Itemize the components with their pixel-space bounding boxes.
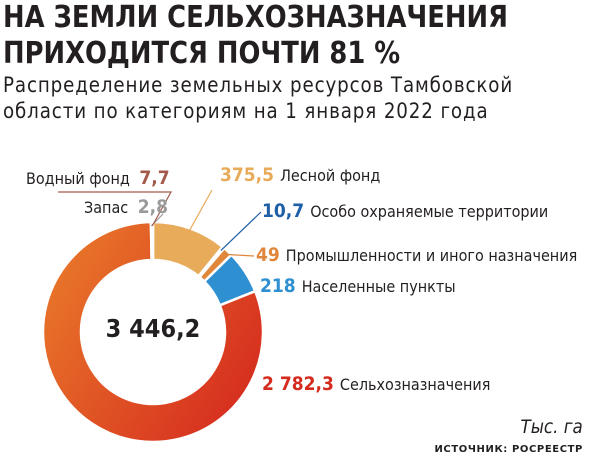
label-water-fund-value: 7,7 xyxy=(139,167,170,189)
label-agricultural: 2 782,3 Сельхозназначения xyxy=(262,374,490,395)
chart-title-line2: ПРИХОДИТСЯ ПОЧТИ 81 % xyxy=(3,36,401,71)
leader-line xyxy=(58,191,173,227)
label-industry-value: 49 xyxy=(256,244,280,266)
slice-водный-фонд xyxy=(150,220,155,262)
label-settlements-value: 218 xyxy=(260,275,296,297)
leader-line xyxy=(225,253,255,257)
leader-line xyxy=(188,189,213,233)
label-agricultural-value: 2 782,3 xyxy=(262,373,334,395)
label-forest-fund-value: 375,5 xyxy=(220,164,275,186)
label-reserve-name: Запас xyxy=(84,198,129,217)
label-protected-value: 10,7 xyxy=(262,200,305,222)
total-value: 3 446,2 xyxy=(105,314,201,343)
label-reserve: Запас 2,8 xyxy=(84,197,168,218)
chart-subtitle: Распределение земельных ресурсов Тамбовс… xyxy=(3,72,513,124)
label-protected-name: Особо охраняемые территории xyxy=(310,202,549,221)
label-forest-fund-name: Лесной фонд xyxy=(280,166,381,185)
label-reserve-value: 2,8 xyxy=(137,196,169,218)
chart-title-line1: НА ЗЕМЛИ СЕЛЬХОЗНАЗНАЧЕНИЯ xyxy=(3,0,508,35)
leader-line xyxy=(220,211,262,251)
chart-subtitle-line1: Распределение земельных ресурсов Тамбовс… xyxy=(3,73,514,97)
label-agricultural-name: Сельхозназначения xyxy=(339,375,491,394)
label-protected: 10,7 Особо охраняемые территории xyxy=(262,201,548,222)
unit-label: Тыс. га xyxy=(520,416,583,438)
label-water-fund: Водный фонд 7,7 xyxy=(26,168,170,189)
chart-title: НА ЗЕМЛИ СЕЛЬХОЗНАЗНАЧЕНИЯ ПРИХОДИТСЯ ПО… xyxy=(3,0,508,72)
label-forest-fund: 375,5 Лесной фонд xyxy=(220,165,380,186)
label-settlements: 218 Населенные пункты xyxy=(260,276,456,297)
source-note: ИСТОЧНИК: РОСРЕЕСТР xyxy=(434,444,583,455)
label-industry: 49 Промышленности и иного назначения xyxy=(256,245,577,266)
slice-сельхозназначения xyxy=(41,220,265,444)
label-water-fund-name: Водный фонд xyxy=(26,169,130,188)
chart-subtitle-line2: области по категориям на 1 января 2022 г… xyxy=(3,99,489,123)
label-settlements-name: Населенные пункты xyxy=(301,277,456,296)
label-industry-name: Промышленности и иного назначения xyxy=(285,246,578,265)
